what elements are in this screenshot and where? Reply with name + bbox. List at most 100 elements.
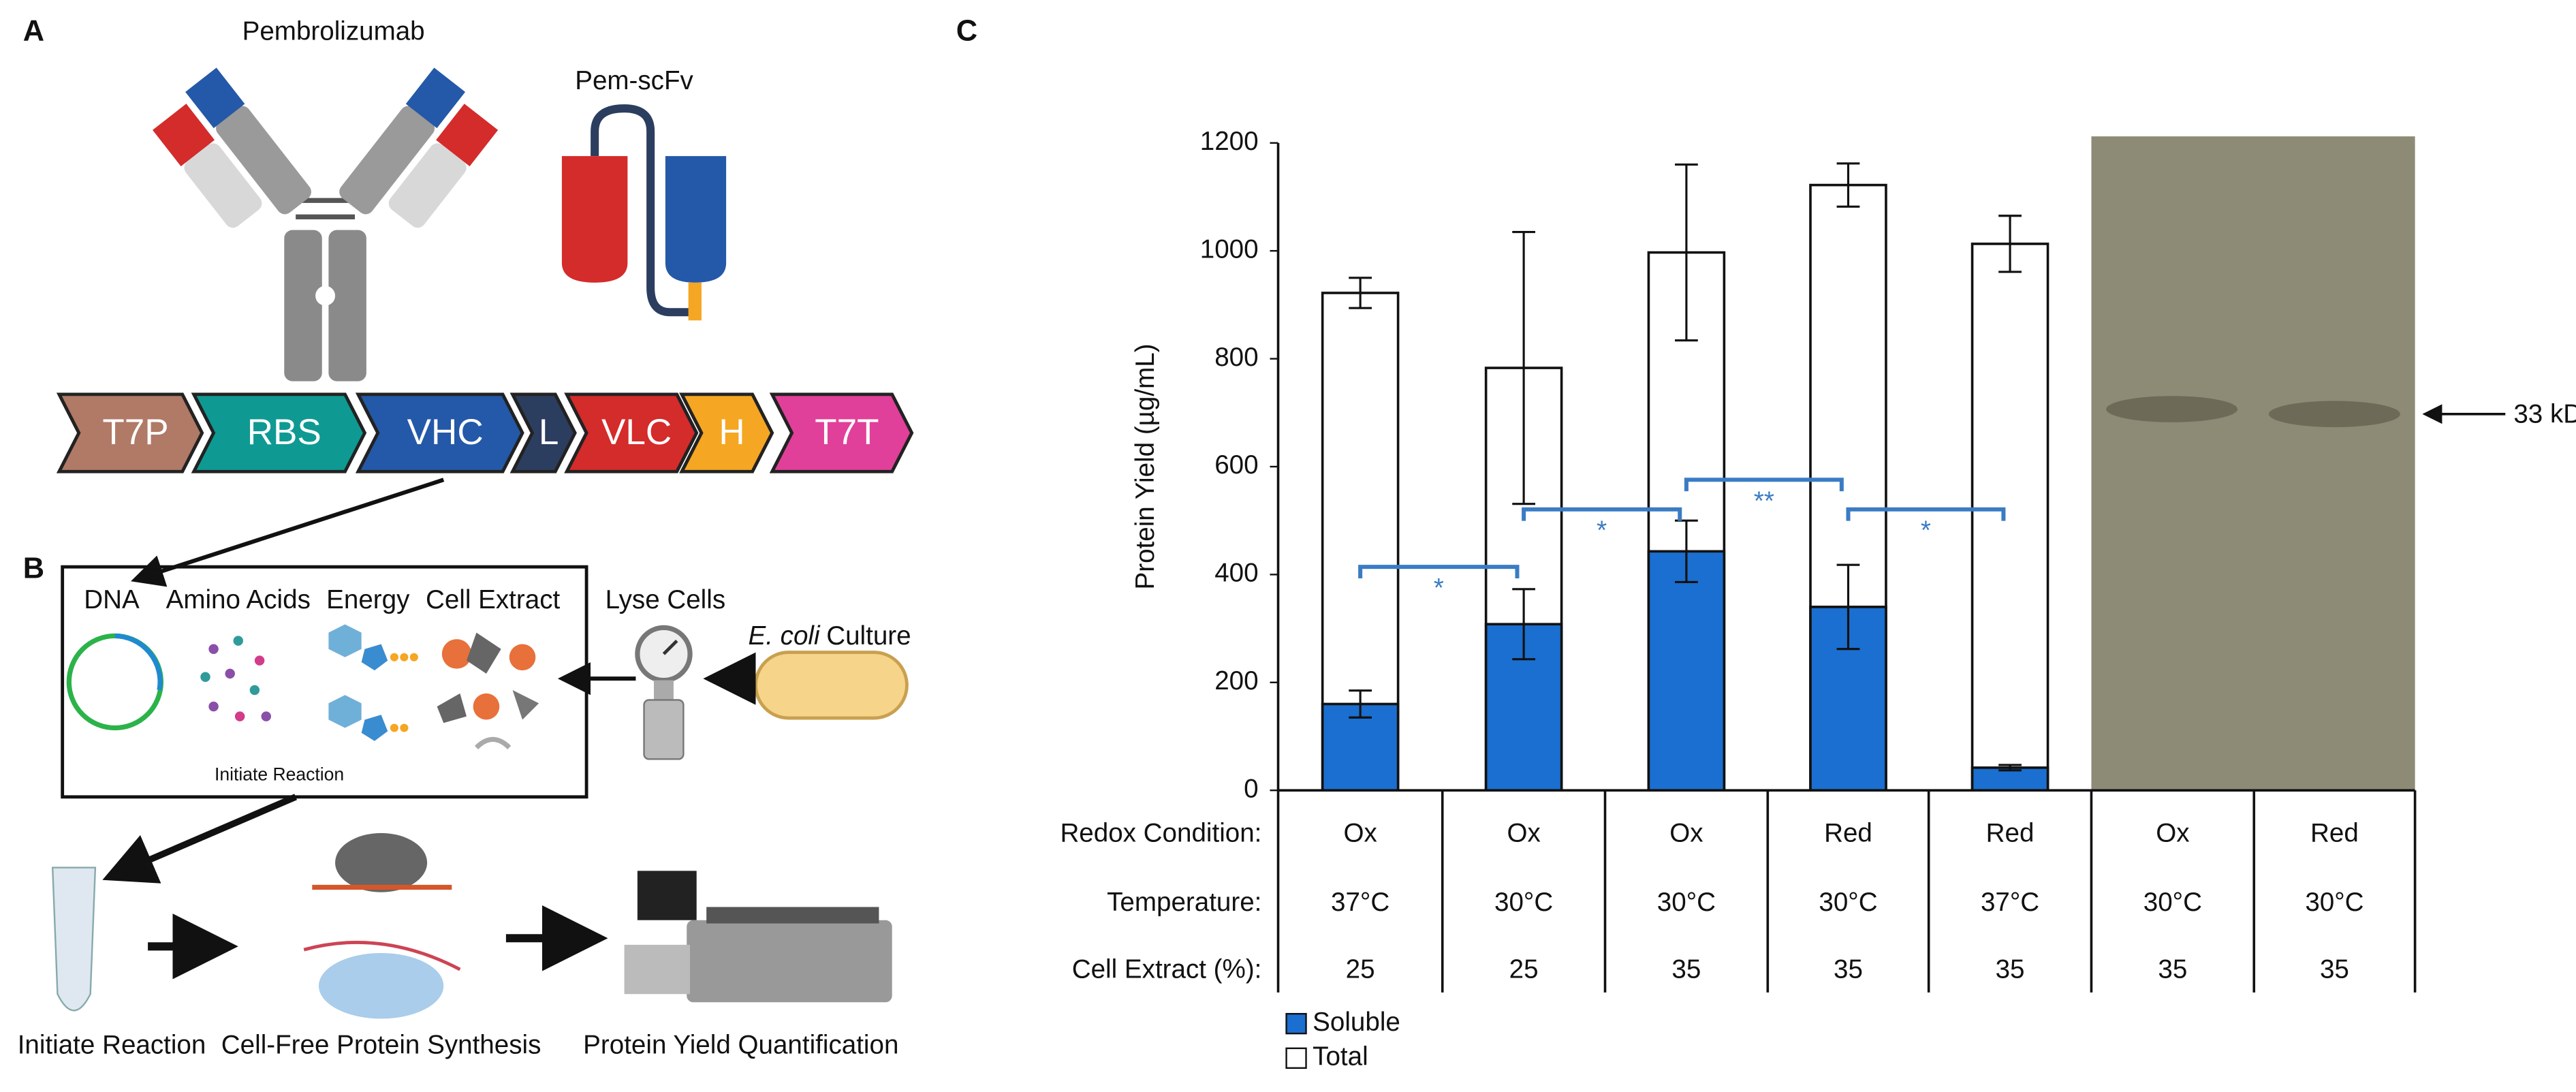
table-cell: 35 bbox=[2158, 955, 2187, 984]
tube-icon bbox=[51, 867, 97, 1012]
legend-swatch bbox=[1285, 1012, 1307, 1035]
construct-segment bbox=[56, 392, 204, 473]
construct-label: RBS bbox=[247, 412, 321, 452]
significance-label: * bbox=[1921, 516, 1931, 546]
table-cell: 25 bbox=[1509, 955, 1539, 984]
panel-label: C bbox=[956, 15, 977, 48]
bar bbox=[1970, 243, 2049, 792]
lyser-icon bbox=[635, 625, 693, 760]
significance-bracket bbox=[1522, 507, 1682, 521]
table-cell: Red bbox=[1824, 818, 1872, 847]
table-cell: 30°C bbox=[2305, 888, 2363, 917]
culture-species: E. coli bbox=[749, 621, 821, 651]
significance-label: * bbox=[1597, 516, 1607, 546]
construct-label: VLC bbox=[601, 412, 672, 452]
y-tick-label: 800 bbox=[1214, 343, 1258, 372]
fragment-label: Pem-scFv bbox=[575, 66, 693, 95]
gel-band bbox=[2268, 401, 2400, 428]
lyse-label: Lyse Cells bbox=[606, 585, 726, 614]
legend-swatch bbox=[1285, 1047, 1307, 1069]
box-icons bbox=[66, 624, 539, 750]
step-label: Cell-Free Protein Synthesis bbox=[221, 1031, 541, 1060]
panel-c: C Protein Yield (µg/mL) 33 kD 0 200 400 600… bbox=[956, 15, 2576, 1072]
gel-marker: 33 kD bbox=[2513, 399, 2576, 428]
table-row-label: Redox Condition: bbox=[1060, 818, 1261, 847]
scfv-icon bbox=[561, 104, 727, 321]
panel-label: A bbox=[23, 15, 44, 48]
table-cell: 25 bbox=[1346, 955, 1375, 984]
construct-label: T7T bbox=[815, 412, 879, 452]
error-bar bbox=[1998, 215, 2022, 273]
table-cell: 37°C bbox=[1981, 888, 2039, 917]
error-bar bbox=[1836, 162, 1860, 208]
panel-label: B bbox=[23, 552, 44, 584]
y-tick-label: 400 bbox=[1214, 559, 1258, 588]
table-cell: 30°C bbox=[1494, 888, 1553, 917]
table-cell: Ox bbox=[1343, 818, 1377, 847]
significance-bracket bbox=[1358, 565, 1520, 579]
y-tick-label: 600 bbox=[1214, 450, 1258, 480]
construct-label: L bbox=[539, 412, 559, 452]
table-cell: 37°C bbox=[1331, 888, 1389, 917]
instrument-icon bbox=[624, 871, 892, 1003]
significance-label: * bbox=[1434, 574, 1444, 603]
table-row-label: Temperature: bbox=[1107, 888, 1261, 917]
bar bbox=[1970, 766, 2049, 792]
error-bar bbox=[1349, 277, 1372, 309]
y-tick-label: 1000 bbox=[1200, 234, 1259, 264]
box-item: DNA bbox=[84, 585, 140, 614]
y-tick-label: 1200 bbox=[1200, 127, 1259, 156]
culture-icon bbox=[754, 651, 909, 720]
table-cell: Red bbox=[1986, 818, 2035, 847]
construct-segment bbox=[191, 392, 367, 473]
table-cell: 35 bbox=[1671, 955, 1701, 984]
box-item: Cell Extract bbox=[426, 585, 561, 614]
y-tick-label: 0 bbox=[1244, 774, 1258, 803]
antibody-label: Pembrolizumab bbox=[242, 16, 425, 46]
bar bbox=[1647, 550, 1726, 792]
legend-label: Soluble bbox=[1313, 1008, 1400, 1037]
construct-segment bbox=[564, 392, 699, 473]
error-bar bbox=[1836, 563, 1860, 651]
y-tick-label: 200 bbox=[1214, 666, 1258, 696]
table-cell: Ox bbox=[2156, 818, 2189, 847]
error-bar bbox=[1512, 588, 1536, 661]
error-bar bbox=[1349, 689, 1372, 719]
table-cell: Red bbox=[2310, 818, 2359, 847]
box-item: Amino Acids bbox=[166, 585, 311, 614]
gel-image bbox=[2091, 136, 2415, 791]
error-bar bbox=[1512, 230, 1536, 505]
construct-label: VHC bbox=[407, 412, 484, 452]
construct-label: T7P bbox=[102, 412, 168, 452]
table-cell: 30°C bbox=[1819, 888, 1877, 917]
box-caption: Initiate Reaction bbox=[215, 764, 344, 784]
construct-segment bbox=[355, 392, 524, 473]
construct: T7P RBS VHC L VLC H T7T bbox=[56, 392, 914, 473]
step-label: Protein Yield Quantification bbox=[583, 1031, 898, 1060]
table-cell: 35 bbox=[1834, 955, 1863, 984]
construct-segment bbox=[769, 392, 914, 473]
table-cell: 30°C bbox=[1657, 888, 1716, 917]
significance-bracket bbox=[1684, 478, 1844, 492]
construct-label: H bbox=[719, 412, 744, 452]
y-axis-label: Protein Yield (µg/mL) bbox=[1131, 343, 1160, 589]
error-bar bbox=[1998, 764, 2022, 772]
synthesis-icon bbox=[303, 832, 461, 1019]
table-cell: 30°C bbox=[2143, 888, 2202, 917]
construct-segment bbox=[509, 392, 577, 473]
significance-bracket bbox=[1846, 507, 2006, 521]
table-cell: 35 bbox=[2320, 955, 2349, 984]
gel-band bbox=[2106, 396, 2238, 422]
antibody-icon bbox=[153, 67, 499, 381]
table-cell: Ox bbox=[1669, 818, 1703, 847]
legend-label: Total bbox=[1313, 1042, 1368, 1072]
construct-segment bbox=[679, 392, 774, 473]
table-cell: Ox bbox=[1507, 818, 1540, 847]
table-cell: 35 bbox=[1996, 955, 2025, 984]
error-bar bbox=[1675, 163, 1698, 342]
table-row-label: Cell Extract (%): bbox=[1072, 955, 1262, 984]
panel-b: B DNA Amino Acids Energy Cell Extract In… bbox=[18, 478, 911, 1060]
box-item: Energy bbox=[326, 585, 410, 614]
panel-a: A Pembrolizumab Pem-scFv bbox=[23, 15, 914, 473]
